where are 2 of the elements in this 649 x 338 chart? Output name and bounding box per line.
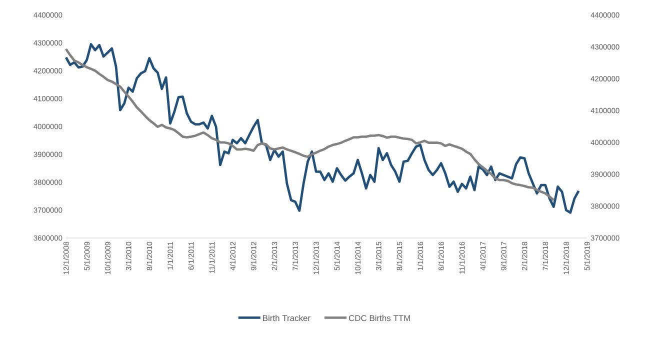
- legend-label: CDC Births TTM: [348, 314, 410, 322]
- legend-label: Birth Tracker: [263, 314, 310, 322]
